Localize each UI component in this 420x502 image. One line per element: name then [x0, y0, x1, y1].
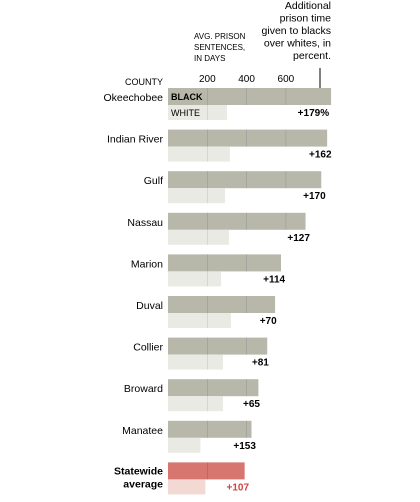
difference-label: +179%: [298, 108, 330, 119]
black-bar: [168, 462, 245, 480]
county-row: Collier +81: [133, 337, 269, 370]
category-label: Manatee: [122, 425, 163, 437]
difference-label: +127: [287, 233, 310, 244]
difference-label: +65: [243, 399, 260, 410]
white-bar: [168, 146, 230, 162]
category-label: Marion: [131, 258, 163, 270]
category-label: Okeechobee: [103, 92, 163, 104]
county-row: Indian River +162: [107, 129, 332, 162]
axis-label-line: SENTENCES,: [194, 43, 245, 52]
white-bar: [168, 437, 201, 453]
axis-label-line: AVG. PRISON: [194, 32, 246, 41]
tick-label: 600: [278, 74, 295, 85]
category-label: average: [123, 478, 163, 490]
difference-label: +81: [252, 358, 269, 369]
category-label: Gulf: [144, 175, 163, 187]
category-label: Collier: [133, 342, 163, 354]
difference-label: +162: [309, 150, 332, 161]
black-bar: [168, 379, 259, 397]
category-label: Duval: [136, 300, 163, 312]
category-label: Statewide: [114, 465, 163, 477]
tick-label: 400: [238, 74, 255, 85]
county-row: Okeechobee +179% BLACK WHITE: [103, 88, 332, 120]
annotation-line: prison time: [280, 13, 332, 25]
black-bar: [168, 171, 322, 189]
white-bar: [168, 271, 222, 287]
axis-label-line: IN DAYS: [194, 54, 225, 63]
county-row: Nassau +127: [127, 212, 310, 245]
county-row: Marion +114: [131, 254, 286, 287]
tick-label: 200: [199, 74, 216, 85]
black-bar: [168, 296, 276, 313]
black-bar: [168, 212, 306, 230]
category-label: Broward: [124, 383, 163, 395]
black-bar: [168, 254, 281, 272]
difference-label: +153: [233, 441, 256, 452]
black-bar: [168, 420, 252, 438]
difference-label: +114: [263, 274, 285, 285]
bars: Okeechobee +179% BLACK WHITE Indian River +16…: [103, 88, 332, 495]
category-label: Nassau: [127, 217, 163, 229]
white-bar: [168, 229, 229, 245]
white-bar: [168, 105, 227, 120]
annotation-line: Additional: [285, 0, 331, 12]
black-series-label: BLACK: [171, 92, 203, 102]
county-row: Gulf +170: [144, 171, 326, 204]
white-bar: [168, 313, 231, 328]
white-bar: [168, 396, 224, 412]
difference-label: +170: [303, 191, 326, 202]
white-bar: [168, 354, 224, 370]
tick-labels: 200 400 600: [199, 74, 295, 85]
black-bar: [168, 337, 268, 355]
category-header: COUNTY: [125, 77, 163, 87]
difference-label: +70: [260, 316, 277, 327]
county-row: Duval +70: [136, 296, 277, 328]
annotation-line: given to blacks: [262, 25, 331, 37]
white-bar: [168, 479, 206, 495]
annotation-line: percent.: [293, 50, 331, 62]
annotation-line: over whites, in: [264, 38, 331, 50]
white-series-label: WHITE: [171, 108, 200, 118]
county-row: Manatee +153: [122, 420, 256, 453]
category-label: Indian River: [107, 134, 164, 146]
black-bar: [168, 88, 332, 105]
axis-label: AVG. PRISON SENTENCES, IN DAYS: [194, 32, 246, 63]
difference-label: +107: [226, 482, 249, 493]
white-bar: [168, 188, 225, 204]
black-bar: [168, 129, 328, 147]
county-row: Broward +65: [124, 379, 260, 412]
